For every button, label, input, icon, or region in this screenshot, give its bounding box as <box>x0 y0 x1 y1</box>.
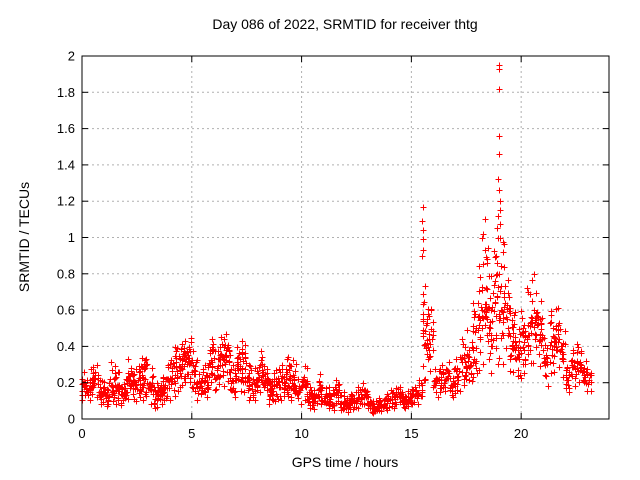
y-tick-label: 0 <box>68 412 75 427</box>
y-tick-label: 0.6 <box>57 303 75 318</box>
y-tick-label: 0.2 <box>57 375 75 390</box>
y-tick-label: 2 <box>68 49 75 64</box>
x-tick-label: 0 <box>78 426 85 441</box>
x-tick-label: 15 <box>404 426 418 441</box>
y-tick-label: 0.8 <box>57 266 75 281</box>
y-tick-label: 0.4 <box>57 339 75 354</box>
y-tick-label: 1.8 <box>57 85 75 100</box>
x-tick-label: 5 <box>188 426 195 441</box>
y-tick-label: 1.2 <box>57 194 75 209</box>
x-tick-label: 20 <box>514 426 528 441</box>
chart-title: Day 086 of 2022, SRMTID for receiver tht… <box>212 16 478 32</box>
y-tick-label: 1.6 <box>57 121 75 136</box>
y-tick-label: 1.4 <box>57 157 75 172</box>
x-tick-label: 10 <box>294 426 308 441</box>
scatter-series-srmtid <box>79 62 595 417</box>
x-axis-label: GPS time / hours <box>291 454 399 470</box>
plot-border <box>81 55 610 420</box>
y-tick-label: 1 <box>68 230 75 245</box>
